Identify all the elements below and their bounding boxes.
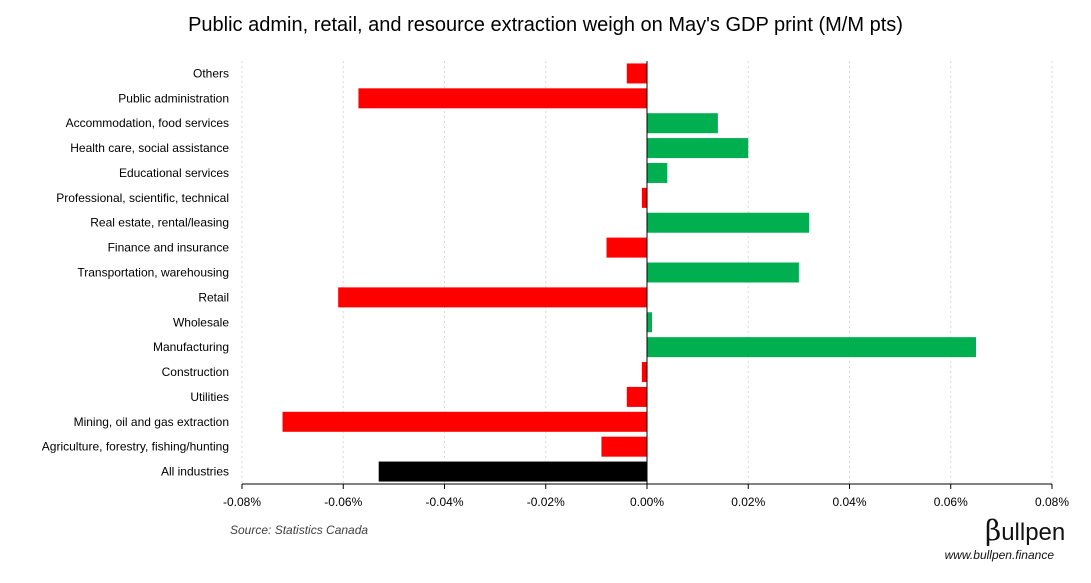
category-label: Mining, oil and gas extraction <box>74 415 229 429</box>
bar <box>338 287 647 308</box>
source-note: Source: Statistics Canada <box>230 523 369 537</box>
bar <box>647 162 668 183</box>
bar <box>282 411 647 432</box>
website-url: www.bullpen.finance <box>944 548 1054 562</box>
bar <box>601 436 647 457</box>
category-label: Educational services <box>119 166 229 180</box>
category-label: Wholesale <box>173 315 229 329</box>
bar <box>647 138 749 159</box>
bar <box>606 237 647 258</box>
x-tick-label: 0.00% <box>630 495 664 509</box>
category-label: Utilities <box>190 390 229 404</box>
bar <box>647 212 809 233</box>
bar <box>647 113 718 134</box>
category-label: Agriculture, forestry, fishing/hunting <box>42 440 229 454</box>
x-tick-label: -0.06% <box>324 495 362 509</box>
x-tick-label: -0.04% <box>425 495 463 509</box>
category-label: Professional, scientific, technical <box>56 191 229 205</box>
x-tick-label: -0.08% <box>223 495 261 509</box>
bar <box>378 461 647 482</box>
bullpen-logo: βullpen <box>985 514 1066 547</box>
category-label: Accommodation, food services <box>66 116 229 130</box>
x-tick-label: 0.06% <box>934 495 968 509</box>
category-label: Retail <box>198 290 229 304</box>
x-tick-label: 0.08% <box>1035 495 1069 509</box>
category-label: Finance and insurance <box>108 241 230 255</box>
x-tick-label: -0.02% <box>527 495 565 509</box>
bar <box>641 362 647 383</box>
category-label: Others <box>193 66 229 80</box>
category-label: Transportation, warehousing <box>77 266 229 280</box>
bar <box>626 386 647 407</box>
chart-title: Public admin, retail, and resource extra… <box>188 14 903 36</box>
bar <box>647 337 977 358</box>
x-tick-label: 0.02% <box>731 495 765 509</box>
category-label: Manufacturing <box>153 340 229 354</box>
category-label: Public administration <box>118 91 229 105</box>
category-label: All industries <box>161 465 229 479</box>
category-label: Health care, social assistance <box>70 141 229 155</box>
x-tick-label: 0.04% <box>832 495 866 509</box>
bar <box>626 63 647 84</box>
category-label: Real estate, rental/leasing <box>90 216 229 230</box>
category-label: Construction <box>162 365 229 379</box>
bar <box>641 187 647 208</box>
bar <box>358 88 647 109</box>
bar <box>647 262 799 283</box>
bar <box>647 312 653 333</box>
